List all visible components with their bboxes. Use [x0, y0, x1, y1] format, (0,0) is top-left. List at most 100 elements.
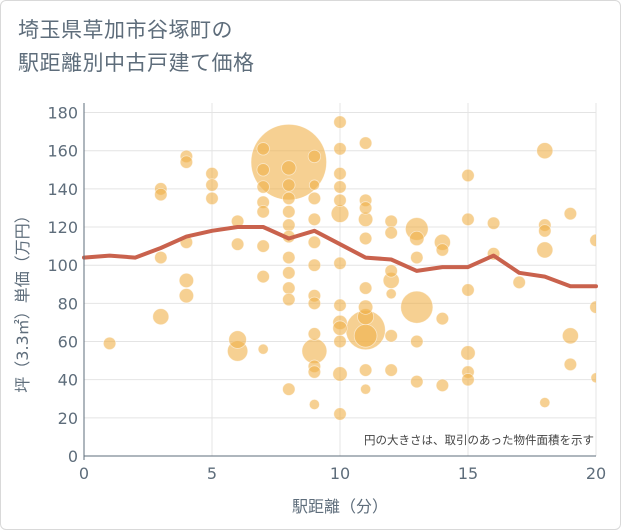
bubble-point: [333, 407, 347, 421]
bubble-point: [228, 330, 247, 349]
y-tick-label: 80: [58, 294, 78, 313]
bubble-point: [333, 193, 347, 207]
bubble-point: [256, 180, 270, 194]
x-axis-label: 駅距離（分）: [292, 497, 388, 516]
bubble-series: [102, 115, 596, 421]
bubble-point: [154, 187, 168, 202]
x-tick-labels: 0 5 10 15 20: [79, 464, 606, 483]
bubble-point: [410, 334, 424, 349]
bubble-point: [282, 191, 296, 206]
y-tick-label: 0: [68, 447, 78, 466]
bubble-point: [307, 191, 322, 206]
bubble-point: [282, 218, 296, 232]
bubble-point: [536, 241, 554, 259]
bubble-point: [460, 345, 476, 361]
bubble-point: [205, 191, 219, 206]
bubble-point: [307, 149, 322, 164]
bubble-point: [358, 363, 373, 377]
bubble-point: [358, 201, 373, 215]
bubble-point: [205, 166, 219, 181]
bubble-point: [461, 168, 475, 183]
bubble-point: [461, 373, 475, 387]
bubble-point: [307, 296, 322, 310]
y-tick-label: 20: [58, 409, 78, 428]
bubble-point: [589, 300, 596, 314]
y-tick-label: 120: [47, 218, 78, 237]
bubble-point: [281, 160, 297, 176]
bubble-point: [384, 214, 398, 228]
y-tick-labels: 0 20 40 60 80 100 120 140 160 180: [47, 104, 78, 466]
x-tick-label: 20: [586, 464, 606, 483]
bubble-point: [332, 320, 348, 336]
y-tick-label: 140: [47, 180, 78, 199]
bubble-point: [357, 299, 374, 315]
bubble-point: [307, 258, 322, 272]
bubble-point: [563, 207, 578, 221]
chart-title-line-1: 埼玉県草加市谷塚町の: [18, 18, 233, 42]
trend-line: [82, 225, 598, 289]
bubble-point: [154, 250, 168, 265]
bubble-point: [538, 224, 552, 238]
bubble-point: [400, 290, 434, 324]
chart-title-line-2: 駅距離別中古戸建て価格: [18, 51, 255, 75]
bubble-point: [179, 155, 194, 169]
bubble-point: [178, 272, 194, 289]
bubble-point: [563, 357, 578, 372]
bubble-point: [332, 366, 348, 382]
bubble-point: [257, 343, 269, 355]
bubble-point: [307, 327, 322, 341]
y-tick-label: 180: [47, 104, 78, 123]
bubble-point: [384, 264, 398, 278]
bubble-point: [230, 237, 245, 251]
bubble-point: [384, 226, 398, 240]
bubble-point: [205, 178, 219, 192]
bubble-point: [435, 243, 450, 257]
bubble-point: [256, 142, 270, 156]
y-axis-label: 坪（3.3㎡）単価（万円）: [13, 207, 32, 392]
bubble-point: [256, 239, 270, 253]
bubble-point: [358, 281, 373, 295]
bubble-point: [282, 250, 296, 265]
x-tick-label: 0: [79, 464, 89, 483]
bubble-point: [435, 311, 450, 326]
bubble-point: [333, 115, 347, 129]
bubble-point: [256, 269, 270, 284]
y-tick-label: 60: [58, 333, 78, 352]
bubble-point: [308, 179, 320, 191]
bubble-point: [589, 233, 596, 248]
bubble-point: [178, 288, 194, 304]
bubble-point: [333, 180, 347, 194]
bubble-point: [282, 382, 296, 396]
bubble-point: [152, 308, 170, 326]
bubble-point: [282, 178, 296, 192]
x-tick-label: 10: [330, 464, 350, 483]
bubble-point: [461, 212, 475, 227]
bubble-point: [330, 204, 350, 223]
bubble-point: [282, 205, 296, 219]
bubble-point: [461, 283, 475, 297]
bubble-size-note: 円の大きさは、取引のあった物件面積を示す: [364, 433, 594, 447]
bubble-point: [590, 372, 596, 384]
bubble-point: [333, 298, 347, 312]
y-tick-label: 160: [47, 142, 78, 161]
x-tick-label: 5: [207, 464, 217, 483]
bubble-point: [384, 363, 398, 377]
bubble-point: [307, 212, 322, 227]
bubble-point: [308, 398, 320, 410]
bubble-point: [333, 334, 347, 349]
bubble-point: [561, 327, 579, 345]
bubble-point: [360, 383, 372, 395]
bubble-point: [384, 329, 398, 343]
y-tick-label: 40: [58, 371, 78, 390]
bubble-point: [282, 292, 296, 307]
bubble-point: [353, 324, 378, 348]
bubble-point: [102, 336, 117, 351]
bubble-point: [486, 216, 501, 230]
bubble-point: [385, 288, 397, 300]
chart-title: 埼玉県草加市谷塚町の 駅距離別中古戸建て価格: [18, 14, 578, 80]
bubble-point: [512, 275, 526, 290]
bubble-point: [539, 397, 551, 409]
bubble-point: [333, 256, 347, 270]
bubble-point: [256, 163, 270, 177]
